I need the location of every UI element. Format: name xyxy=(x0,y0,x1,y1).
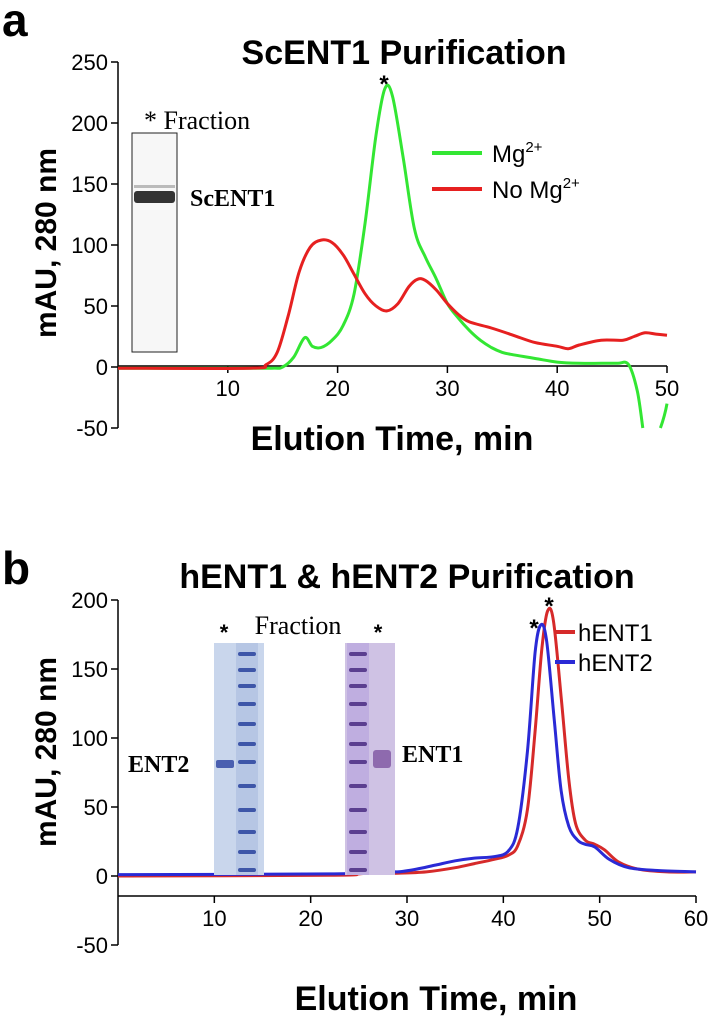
gel-ladder-band xyxy=(349,868,367,872)
legend-label-hent2: hENT2 xyxy=(578,650,653,677)
panel-letter-b: b xyxy=(2,542,30,594)
gel-ladder-band xyxy=(238,850,256,854)
y-tick-label-a: -50 xyxy=(76,416,108,441)
x-tick-label-a: 40 xyxy=(545,376,569,401)
series-line-no-mg2 xyxy=(117,238,668,370)
chart-title-b: hENT1 & hENT2 Purification xyxy=(179,558,634,596)
y-tick-label-b: -50 xyxy=(76,933,108,958)
peak-marker-hent2: * xyxy=(529,615,539,642)
gel-ladder-band xyxy=(349,808,367,812)
gel-ladder-ent2 xyxy=(238,652,256,872)
y-tick-label-b: 150 xyxy=(71,657,108,682)
x-tick-label-a: 10 xyxy=(216,376,240,401)
y-axis-a: 250 200 150 100 50 0 -50 xyxy=(71,50,119,441)
x-tick-label-a: 30 xyxy=(435,376,459,401)
peak-marker-hent1: * xyxy=(544,593,554,620)
gel-ladder-band xyxy=(238,760,256,764)
gel-ladder-band xyxy=(349,652,367,656)
y-axis-label-b: mAU, 280 nm xyxy=(30,657,63,847)
x-tick-label-b: 60 xyxy=(684,906,708,931)
series-line-mg2-tail xyxy=(659,403,669,429)
gel-ladder-band xyxy=(238,830,256,834)
gel-ladder-band xyxy=(238,668,256,672)
gel-ladder-band xyxy=(238,684,256,688)
gel-ladder-band xyxy=(349,702,367,706)
x-axis-a: 10 20 30 40 50 xyxy=(118,365,679,401)
gel-ladder-band xyxy=(349,742,367,746)
y-tick-label-a: 200 xyxy=(71,111,108,136)
y-tick-label-b: 0 xyxy=(96,864,108,889)
gel-label-ent2: ENT2 xyxy=(128,752,189,778)
peak-marker-a: * xyxy=(379,71,389,98)
y-tick-label-a: 250 xyxy=(71,50,108,75)
gel-ladder-band xyxy=(349,830,367,834)
gel-ladder-band xyxy=(349,850,367,854)
gel-ladder-band xyxy=(349,684,367,688)
legend-label-no-mg: No Mg2+ xyxy=(492,175,580,204)
y-axis-b: 200 150 100 50 0 -50 xyxy=(71,588,119,958)
gel-band-ent1 xyxy=(373,750,391,768)
panel-b: b hENT1 & hENT2 Purification 20015010050… xyxy=(2,542,708,1018)
plot-lines-a xyxy=(117,83,669,429)
gel-ladder-band xyxy=(238,652,256,656)
gel-inset-b: * Fraction * ENT2 ENT1 xyxy=(128,611,463,875)
gel-frame-a xyxy=(131,132,178,353)
gel-ladder-band xyxy=(238,742,256,746)
x-tick-label-b: 40 xyxy=(491,906,515,931)
gel-lane-marker-right: * xyxy=(374,620,383,645)
panel-a: a ScENT1 Purification 250 200 150 100 50 0 -50… xyxy=(2,0,679,458)
x-axis-b: 10 20 30 40 50 60 xyxy=(118,895,708,931)
gel-ladder-band xyxy=(349,722,367,726)
gel-caption-b: Fraction xyxy=(255,611,342,640)
y-tick-label-a: 0 xyxy=(96,355,108,380)
gel-ladder-ent1 xyxy=(349,652,367,872)
gel-band-a xyxy=(134,191,175,203)
x-tick-label-a: 20 xyxy=(325,376,349,401)
chart-title-a: ScENT1 Purification xyxy=(242,34,567,72)
gel-ladder-band xyxy=(238,722,256,726)
gel-band-ent2 xyxy=(216,760,234,768)
x-tick-label-a: 50 xyxy=(655,376,679,401)
gel-ladder-band xyxy=(238,808,256,812)
gel-ladder-band xyxy=(238,868,256,872)
gel-ladder-band xyxy=(238,702,256,706)
gel-marker-lane-ent2 xyxy=(236,643,258,875)
gel-ladder-band xyxy=(349,668,367,672)
y-axis-label-a: mAU, 280 nm xyxy=(30,148,63,338)
y-tick-label-b: 100 xyxy=(71,726,108,751)
x-tick-label-b: 30 xyxy=(395,906,419,931)
y-tick-label-b: 200 xyxy=(71,588,108,613)
y-tick-label-b: 50 xyxy=(84,795,108,820)
gel-band-faint-a xyxy=(134,185,175,188)
x-tick-label-b: 10 xyxy=(202,906,226,931)
gel-label-ent1: ENT1 xyxy=(402,742,463,768)
gel-marker-lane-ent1 xyxy=(347,643,369,875)
panel-letter-a: a xyxy=(2,0,28,46)
gel-ladder-band xyxy=(349,760,367,764)
gel-lane-marker-left: * xyxy=(220,620,229,645)
series-line-mg2 xyxy=(118,83,645,429)
gel-band-label-a: ScENT1 xyxy=(190,186,275,212)
y-tick-label-a: 150 xyxy=(71,172,108,197)
x-axis-label-b: Elution Time, min xyxy=(295,980,578,1018)
legend-b: hENT1 hENT2 xyxy=(555,620,653,677)
legend-a: Mg2+ No Mg2+ xyxy=(432,139,580,204)
gel-inset-a: * Fraction ScENT1 xyxy=(131,106,275,353)
gel-ladder-band xyxy=(238,784,256,788)
gel-caption-a: * Fraction xyxy=(144,106,250,135)
legend-label-mg: Mg2+ xyxy=(492,139,543,168)
legend-label-hent1: hENT1 xyxy=(578,620,653,647)
x-tick-label-b: 20 xyxy=(298,906,322,931)
y-tick-label-a: 100 xyxy=(71,233,108,258)
y-tick-label-a: 50 xyxy=(84,294,108,319)
x-tick-label-b: 50 xyxy=(587,906,611,931)
x-axis-label-a: Elution Time, min xyxy=(251,420,534,458)
gel-ladder-band xyxy=(349,784,367,788)
